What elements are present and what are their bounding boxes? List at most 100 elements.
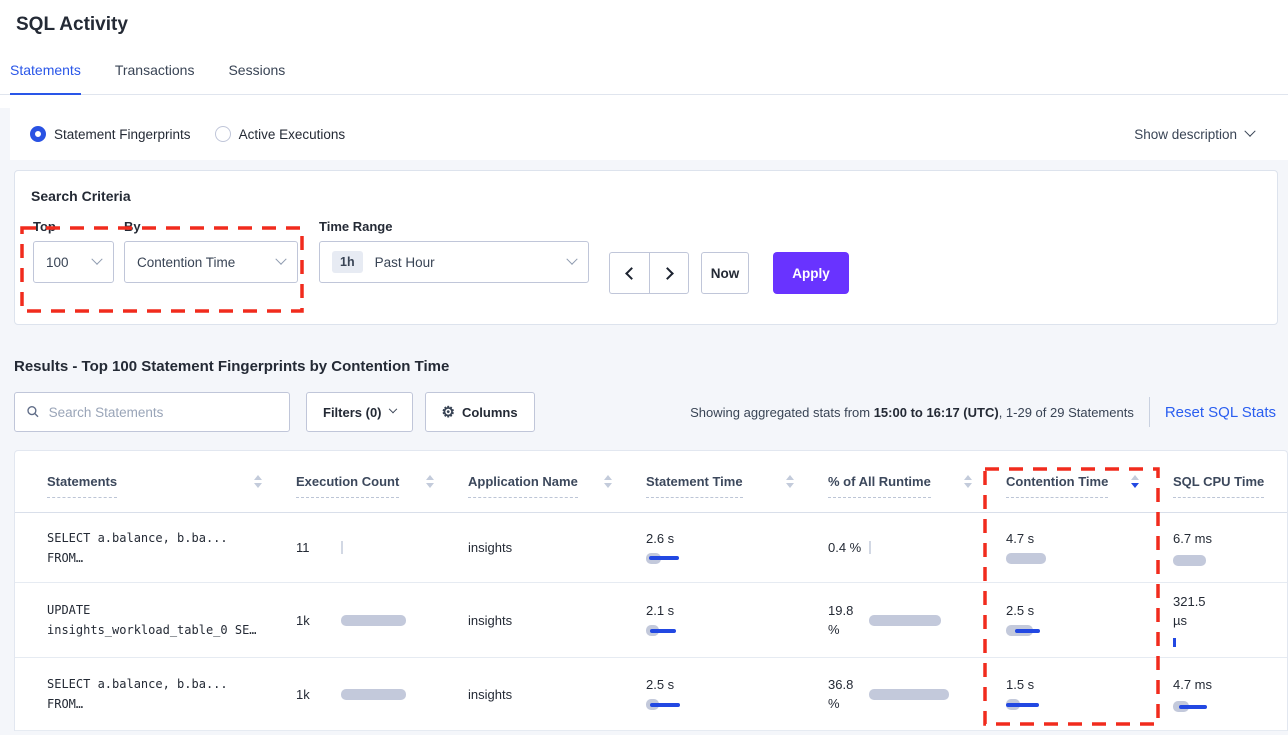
execution-count-bar bbox=[341, 688, 451, 701]
radio-active-executions[interactable]: Active Executions bbox=[214, 126, 346, 142]
statement-time-cell: 2.1 s bbox=[632, 603, 814, 637]
page-title: SQL Activity bbox=[16, 14, 128, 35]
search-statements-input[interactable] bbox=[48, 404, 278, 420]
sort-icon[interactable] bbox=[426, 475, 434, 488]
filters-button[interactable]: Filters (0) bbox=[306, 392, 413, 432]
view-toggle-bar: Statement Fingerprints Active Executions… bbox=[10, 108, 1288, 160]
columns-button[interactable]: ⚙ Columns bbox=[424, 392, 535, 432]
application-name-cell: insights bbox=[468, 686, 513, 702]
table-row: SELECT a.balance, b.ba... FROM… 11 insig… bbox=[15, 513, 1287, 583]
tab-statements[interactable]: Statements bbox=[10, 62, 81, 95]
showing-suffix: , 1-29 of 29 Statements bbox=[998, 404, 1134, 420]
sort-icon-active-desc[interactable] bbox=[1131, 475, 1139, 488]
page-body: Statement Fingerprints Active Executions… bbox=[0, 108, 1288, 735]
by-field: By Contention Time bbox=[124, 219, 298, 283]
sql-cpu-time-cell: 6.7 ms bbox=[1159, 529, 1287, 567]
statement-time-cell: 2.6 s bbox=[632, 531, 814, 565]
top-field: Top 100 bbox=[33, 219, 114, 283]
application-name-cell: insights bbox=[468, 612, 513, 628]
statement-time-cell: 2.5 s bbox=[632, 677, 814, 711]
time-next-button[interactable] bbox=[649, 252, 689, 294]
tab-bar: Statements Transactions Sessions bbox=[0, 62, 1288, 95]
time-range-field: Time Range 1h Past Hour bbox=[319, 219, 589, 283]
header-statements[interactable]: Statements bbox=[33, 474, 282, 498]
now-button[interactable]: Now bbox=[701, 252, 749, 294]
statements-table: Statements Execution Count Application N… bbox=[14, 450, 1288, 731]
search-statements-box[interactable] bbox=[14, 392, 290, 432]
search-criteria-heading: Search Criteria bbox=[31, 188, 131, 204]
top-label: Top bbox=[33, 219, 56, 234]
contention-time-bar bbox=[1006, 698, 1116, 711]
time-nav-group bbox=[609, 252, 689, 294]
results-heading: Results - Top 100 Statement Fingerprints… bbox=[14, 358, 450, 375]
statement-time-bar bbox=[646, 624, 756, 637]
pct-runtime-cell: 36.8 % bbox=[814, 675, 992, 713]
statement-time-bar bbox=[646, 698, 756, 711]
show-description-toggle[interactable]: Show description bbox=[1134, 125, 1256, 142]
statement-fingerprint-link[interactable]: SELECT a.balance, b.ba... FROM… bbox=[47, 677, 228, 711]
execution-count-bar bbox=[341, 541, 451, 554]
contention-time-cell: 2.5 s bbox=[992, 603, 1159, 637]
reset-sql-stats-link[interactable]: Reset SQL Stats bbox=[1164, 403, 1276, 421]
top-value: 100 bbox=[46, 254, 69, 270]
sort-icon[interactable] bbox=[604, 475, 612, 488]
sql-cpu-time-bar bbox=[1173, 636, 1283, 649]
contention-time-cell: 4.7 s bbox=[992, 531, 1159, 565]
tab-transactions[interactable]: Transactions bbox=[114, 62, 195, 78]
sort-icon[interactable] bbox=[254, 475, 262, 488]
time-prev-button[interactable] bbox=[609, 252, 649, 294]
show-description-label: Show description bbox=[1134, 126, 1237, 142]
table-header-row: Statements Execution Count Application N… bbox=[15, 451, 1287, 513]
execution-count-cell: 1k bbox=[282, 613, 454, 628]
radio-label: Active Executions bbox=[238, 126, 346, 142]
radio-statement-fingerprints[interactable]: Statement Fingerprints bbox=[30, 126, 191, 142]
statement-fingerprint-link[interactable]: SELECT a.balance, b.ba... FROM… bbox=[47, 530, 228, 565]
sql-cpu-time-bar bbox=[1173, 700, 1283, 713]
table-row: SELECT a.balance, b.ba... FROM… 1k insig… bbox=[15, 658, 1287, 731]
header-sql-cpu-time[interactable]: SQL CPU Time bbox=[1159, 474, 1287, 498]
by-select[interactable]: Contention Time bbox=[124, 241, 298, 283]
pct-runtime-cell: 19.8 % bbox=[814, 601, 992, 639]
sql-cpu-time-bar bbox=[1173, 554, 1283, 567]
chevron-down-icon bbox=[566, 253, 578, 265]
top-select[interactable]: 100 bbox=[33, 241, 114, 283]
header-execution-count[interactable]: Execution Count bbox=[282, 474, 454, 498]
pct-runtime-bar bbox=[869, 541, 979, 554]
chevron-down-icon bbox=[1244, 125, 1256, 137]
header-application-name[interactable]: Application Name bbox=[454, 474, 632, 498]
search-criteria-card: Search Criteria Top 100 By Contention Ti… bbox=[14, 170, 1278, 325]
header-contention-time[interactable]: Contention Time bbox=[992, 474, 1159, 498]
pct-runtime-bar bbox=[869, 688, 979, 701]
statement-time-bar bbox=[646, 552, 756, 565]
time-range-select[interactable]: 1h Past Hour bbox=[319, 241, 589, 283]
gear-icon: ⚙ bbox=[441, 404, 455, 421]
tab-sessions[interactable]: Sessions bbox=[228, 62, 286, 78]
showing-range: 15:00 to 16:17 (UTC) bbox=[873, 404, 999, 420]
sort-icon[interactable] bbox=[964, 475, 972, 488]
radio-unselected-icon[interactable] bbox=[214, 126, 231, 142]
radio-selected-icon[interactable] bbox=[30, 126, 46, 142]
apply-button[interactable]: Apply bbox=[773, 252, 849, 294]
statement-fingerprint-link[interactable]: UPDATE insights_workload_table_0 SE… bbox=[47, 603, 257, 637]
filters-label: Filters (0) bbox=[323, 404, 382, 420]
sql-cpu-time-cell: 321.5 µs bbox=[1159, 592, 1287, 649]
header-statement-time[interactable]: Statement Time bbox=[632, 474, 814, 498]
execution-count-bar bbox=[341, 614, 451, 627]
execution-count-cell: 1k bbox=[282, 687, 454, 702]
header-pct-all-runtime[interactable]: % of All Runtime bbox=[814, 474, 992, 498]
page-header: SQL Activity bbox=[0, 0, 1288, 36]
sort-icon[interactable] bbox=[786, 475, 794, 488]
chevron-right-icon bbox=[661, 266, 674, 280]
chevron-down-icon bbox=[275, 253, 287, 265]
table-row: UPDATE insights_workload_table_0 SE… 1k … bbox=[15, 583, 1287, 658]
time-range-badge: 1h bbox=[332, 251, 363, 273]
search-icon bbox=[27, 406, 39, 418]
showing-prefix: Showing aggregated stats from bbox=[690, 404, 874, 420]
pct-runtime-bar bbox=[869, 614, 979, 627]
time-range-value: Past Hour bbox=[374, 254, 435, 270]
chevron-down-icon bbox=[91, 253, 103, 265]
results-controls: Filters (0) ⚙ Columns Showing aggregated… bbox=[14, 392, 1278, 432]
execution-count-cell: 11 bbox=[282, 540, 454, 555]
chevron-down-icon bbox=[388, 404, 397, 414]
pct-runtime-cell: 0.4 % bbox=[814, 538, 992, 557]
